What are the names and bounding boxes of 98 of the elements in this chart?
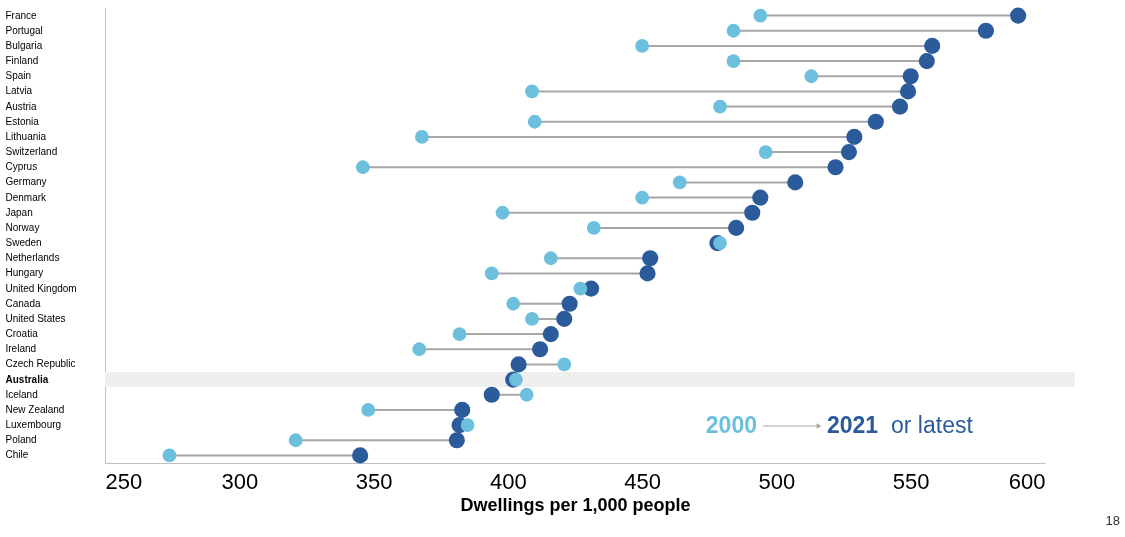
y-tick-label: Croatia — [5, 328, 39, 340]
point — [867, 113, 884, 130]
y-tick-label: Cyprus — [5, 161, 38, 173]
point — [352, 447, 369, 464]
point — [510, 356, 527, 373]
y-tick-label: Iceland — [5, 388, 38, 400]
point — [460, 418, 475, 432]
point — [412, 342, 427, 357]
y-tick-label: New Zealand — [5, 403, 65, 415]
y-tick-label: Portugal — [5, 24, 43, 36]
point — [726, 23, 741, 38]
x-tick-label: 350 — [355, 468, 393, 494]
point — [635, 190, 650, 205]
x-tick-label: 300 — [221, 468, 259, 494]
point — [924, 37, 941, 54]
y-tick-label: Bulgaria — [5, 39, 43, 51]
point — [726, 54, 741, 68]
y-tick-label: Poland — [5, 434, 37, 446]
x-tick-label: 250 — [105, 468, 143, 494]
point — [846, 128, 863, 145]
x-tick-label: 400 — [490, 468, 527, 494]
y-tick-label: Australia — [5, 373, 49, 385]
point — [758, 145, 773, 159]
point — [519, 387, 534, 402]
point — [495, 205, 510, 220]
text: 2021 or latest — [827, 412, 974, 438]
y-tick-label: Latvia — [5, 85, 33, 97]
point — [752, 189, 769, 206]
point — [509, 372, 523, 387]
y-tick-label: Germany — [5, 176, 47, 188]
y-tick-label: Czech Republic — [5, 358, 76, 370]
y-tick-label: Switzerland — [5, 146, 58, 158]
x-tick-label: 450 — [624, 468, 661, 494]
point — [525, 84, 539, 99]
point — [484, 266, 499, 281]
point — [288, 433, 303, 448]
point — [561, 295, 578, 312]
y-tick-label: Norway — [5, 221, 40, 233]
y-tick-label: Luxembourg — [5, 419, 62, 431]
y-tick-label: Spain — [5, 70, 32, 82]
point — [483, 386, 500, 403]
y-tick-label: Sweden — [5, 237, 42, 249]
point — [642, 250, 659, 267]
y-tick-label: Hungary — [5, 267, 44, 279]
point — [713, 99, 727, 114]
y-tick-label: Estonia — [5, 115, 40, 127]
point — [506, 296, 521, 311]
x-tick-label: 550 — [892, 468, 930, 494]
y-tick-label: Japan — [5, 206, 33, 218]
point — [744, 204, 761, 221]
y-tick-label: Chile — [5, 449, 29, 461]
y-tick-label: United States — [5, 312, 66, 324]
text: 2000 — [705, 412, 757, 438]
point — [899, 83, 917, 100]
point — [162, 448, 177, 463]
y-tick-label: Austria — [5, 100, 38, 112]
x-tick-label: 500 — [758, 468, 796, 494]
y-tick-label: United Kingdom — [5, 282, 77, 294]
point — [635, 39, 650, 53]
point — [448, 432, 465, 449]
point — [977, 22, 994, 39]
point — [532, 341, 549, 358]
point — [728, 219, 745, 236]
point — [713, 236, 727, 250]
y-tick-label: Netherlands — [5, 252, 60, 264]
text: 18 — [1105, 513, 1120, 528]
point — [573, 281, 588, 296]
y-tick-label: Lithuania — [5, 130, 47, 142]
point — [586, 221, 601, 235]
point — [454, 401, 471, 418]
point — [361, 403, 376, 417]
point — [1010, 7, 1027, 24]
y-tick-label: Canada — [5, 297, 41, 309]
point — [415, 130, 429, 144]
x-axis-title: Dwellings per 1,000 people — [460, 494, 691, 515]
point — [557, 357, 572, 372]
point — [527, 114, 542, 129]
point — [787, 174, 804, 191]
point — [902, 68, 919, 85]
y-tick-label: France — [5, 9, 38, 21]
point — [525, 312, 539, 326]
y-tick-label: Finland — [5, 55, 39, 67]
point — [804, 69, 819, 84]
x-tick-label: 600 — [1008, 468, 1046, 494]
point — [672, 175, 687, 190]
point — [542, 326, 559, 343]
point — [556, 310, 573, 327]
point — [452, 327, 467, 341]
point — [355, 160, 370, 175]
point — [543, 251, 558, 266]
point — [639, 265, 656, 282]
point — [753, 8, 768, 23]
point — [827, 159, 844, 176]
y-tick-label: Denmark — [5, 191, 48, 203]
point — [840, 144, 857, 161]
point — [891, 98, 909, 115]
point — [918, 53, 935, 70]
y-tick-label: Ireland — [5, 343, 37, 355]
